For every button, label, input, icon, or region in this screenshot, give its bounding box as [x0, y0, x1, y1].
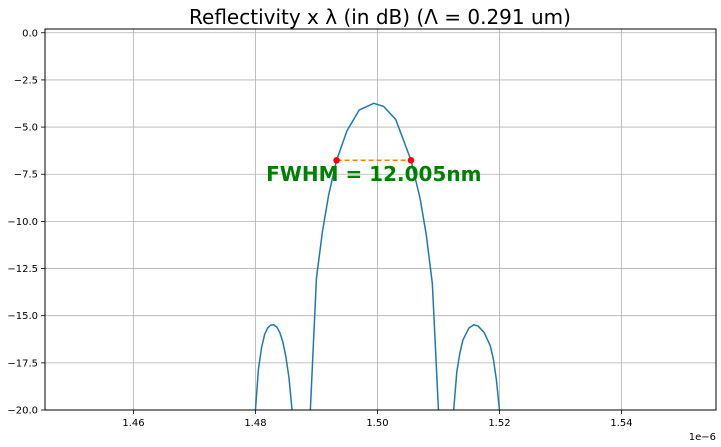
fwhm-annotation: FWHM = 12.005nm	[266, 162, 481, 186]
reflectivity-curve-segment	[452, 324, 501, 411]
fwhm-markers	[333, 156, 415, 164]
y-tick-label: −15.0	[7, 311, 38, 322]
axes-frame	[44, 28, 717, 411]
x-tick-label: 1.52	[488, 418, 510, 429]
reflectivity-curve-segment	[254, 324, 293, 411]
fwhm-marker-point	[333, 156, 340, 164]
fwhm-marker-point	[407, 156, 415, 164]
y-tick-label: −10.0	[7, 217, 38, 228]
y-tick-label: 0.0	[22, 28, 38, 39]
x-tick-label: 1.54	[610, 418, 632, 429]
x-axis-ticks: 1.46 1.48 1.50 1.52 1.54	[122, 410, 633, 429]
x-tick-label: 1.50	[366, 418, 388, 429]
reflectivity-curve-segment	[309, 102, 440, 411]
chart-title: Reflectivity x λ (in dB) (Λ = 0.291 um)	[189, 5, 571, 29]
plot-lines	[254, 102, 501, 411]
x-offset-label: 1e−6	[689, 432, 716, 443]
y-tick-label: −17.5	[7, 358, 38, 369]
y-tick-label: −2.5	[14, 75, 38, 86]
y-axis-ticks: 0.0 −2.5 −5.0 −7.5 −10.0 −12.5 −15.0 −17.5 −20.0	[7, 28, 45, 417]
y-tick-label: −7.5	[14, 170, 38, 181]
y-tick-label: −20.0	[7, 406, 38, 417]
x-tick-label: 1.46	[122, 418, 144, 429]
y-tick-label: −5.0	[14, 123, 38, 134]
x-tick-label: 1.48	[244, 418, 266, 429]
y-tick-label: −12.5	[7, 264, 38, 275]
